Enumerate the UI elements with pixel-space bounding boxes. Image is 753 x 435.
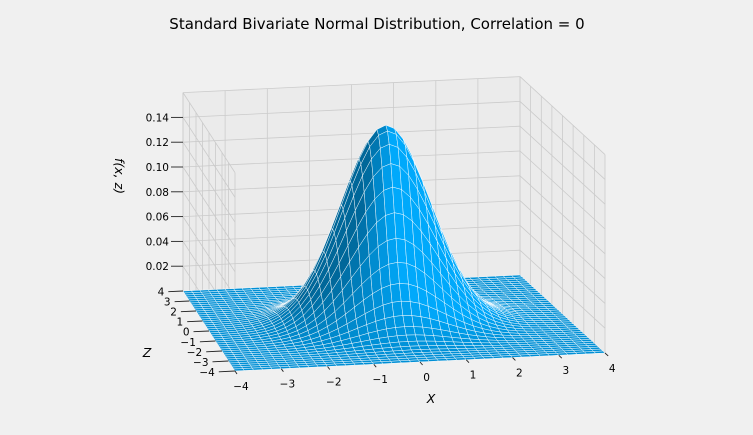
grid-line bbox=[519, 76, 606, 155]
grid-line bbox=[519, 175, 606, 255]
x-tick-label: 0 bbox=[423, 372, 430, 384]
grid-line bbox=[182, 101, 521, 118]
x-axis-label: X bbox=[426, 391, 436, 406]
grid-line bbox=[519, 249, 606, 329]
surface-patch bbox=[279, 366, 291, 369]
surface-patch bbox=[233, 368, 245, 372]
x-tick-mark bbox=[373, 364, 377, 368]
grid-line bbox=[182, 166, 236, 248]
grid-line bbox=[182, 125, 521, 143]
x-tick-mark bbox=[512, 357, 516, 361]
z-tick-mark bbox=[193, 330, 210, 333]
vertical-tick-label: 0.06 bbox=[146, 212, 170, 224]
x-tick-mark bbox=[234, 370, 238, 375]
surface-patch bbox=[334, 363, 347, 367]
grid-line bbox=[182, 76, 521, 93]
surface-patch bbox=[288, 365, 301, 369]
x-tick-label: 3 bbox=[562, 365, 569, 377]
z-tick-mark bbox=[168, 290, 184, 293]
z-tick-label: 2 bbox=[170, 307, 177, 319]
x-axis-ticks: −4 −3 −2 −1 0 1 2 3 4 bbox=[233, 352, 616, 393]
grid-line bbox=[182, 141, 236, 223]
surface-patch bbox=[353, 362, 365, 366]
x-tick-label: −2 bbox=[326, 377, 341, 389]
vertical-tick-label: 0.08 bbox=[146, 187, 169, 199]
vertical-tick-label: 0.04 bbox=[146, 236, 170, 248]
x-tick-label: 2 bbox=[516, 367, 523, 379]
surface-patch bbox=[242, 367, 254, 371]
z-tick-mark bbox=[199, 340, 216, 343]
surface-patch bbox=[593, 350, 606, 354]
z-tick-label: 0 bbox=[183, 327, 190, 339]
z-tick-mark bbox=[187, 320, 203, 323]
x-tick-label: −1 bbox=[372, 374, 387, 386]
grid-line bbox=[182, 216, 236, 297]
vertical-tick-label: 0.10 bbox=[146, 162, 169, 174]
grid-line bbox=[519, 125, 606, 205]
z-tick-mark bbox=[206, 350, 223, 353]
vertical-tick-label: 0.14 bbox=[146, 112, 170, 124]
surface-patch bbox=[379, 263, 391, 289]
z-tick-label: 3 bbox=[164, 297, 171, 309]
surface-patch bbox=[251, 367, 264, 371]
vertical-tick-label: 0.12 bbox=[146, 137, 169, 149]
grid-lines bbox=[182, 76, 606, 371]
z-tick-mark bbox=[180, 310, 197, 313]
x-tick-mark bbox=[465, 359, 470, 364]
chart-title: Standard Bivariate Normal Distribution, … bbox=[169, 15, 584, 33]
grid-line bbox=[519, 200, 606, 279]
x-tick-mark bbox=[558, 354, 563, 359]
z-axis-label: Z bbox=[142, 345, 152, 360]
grid-line bbox=[519, 150, 606, 230]
surface-patch bbox=[371, 361, 384, 365]
vertical-tick-label: 0.02 bbox=[146, 261, 169, 273]
x-tick-label: 1 bbox=[470, 370, 477, 382]
x-tick-label: −4 bbox=[233, 381, 249, 393]
surface-patch bbox=[325, 363, 338, 367]
grid-line bbox=[182, 191, 236, 273]
z-tick-label: −4 bbox=[199, 367, 215, 379]
x-tick-mark bbox=[419, 361, 423, 366]
z-tick-label: −2 bbox=[187, 347, 202, 359]
z-tick-label: 1 bbox=[177, 317, 184, 329]
surface-patch bbox=[270, 366, 282, 370]
z-tick-label: −1 bbox=[180, 337, 195, 349]
grid-line bbox=[519, 225, 606, 304]
z-tick-label: 4 bbox=[158, 287, 165, 299]
x-tick-label: 4 bbox=[609, 363, 616, 375]
grid-line bbox=[182, 92, 236, 173]
vertical-axis-ticks: 0.02 0.04 0.06 0.08 0.10 0.12 0.14 bbox=[146, 112, 183, 273]
x-tick-mark bbox=[604, 352, 609, 357]
z-tick-mark bbox=[218, 370, 236, 373]
surface-patch bbox=[316, 364, 328, 368]
vertical-axis-label: f(x, z) bbox=[112, 158, 127, 194]
surface-mesh bbox=[182, 124, 606, 372]
x-tick-label: −3 bbox=[280, 379, 295, 391]
grid-line bbox=[182, 150, 521, 168]
surface-patch bbox=[298, 365, 310, 369]
surface-patch bbox=[344, 362, 356, 366]
surface-patch bbox=[261, 366, 273, 370]
surface-patch bbox=[307, 364, 319, 368]
z-tick-mark bbox=[174, 300, 190, 303]
z-tick-mark bbox=[212, 360, 229, 363]
x-tick-mark bbox=[280, 368, 284, 372]
x-tick-mark bbox=[327, 366, 331, 370]
grid-line bbox=[519, 101, 606, 180]
grid-line bbox=[182, 117, 236, 198]
z-tick-label: −3 bbox=[193, 357, 208, 369]
